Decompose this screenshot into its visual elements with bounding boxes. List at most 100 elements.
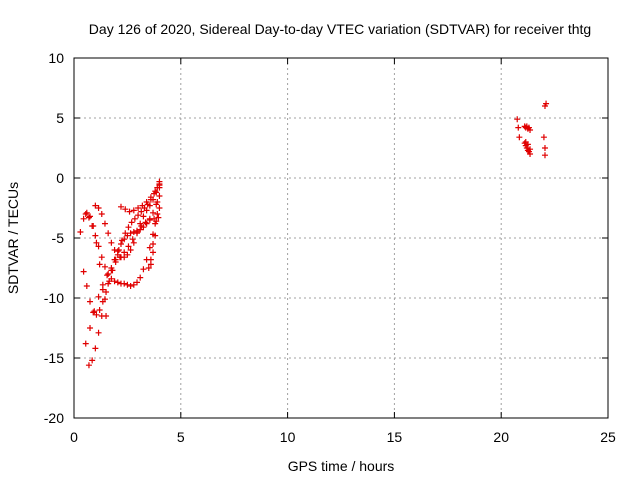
- data-point: [103, 313, 110, 319]
- data-point: [87, 298, 94, 305]
- series-late-a: [514, 100, 550, 141]
- data-point: [114, 248, 121, 255]
- series-track-d: [82, 214, 162, 347]
- data-point: [98, 211, 105, 217]
- data-point: [87, 213, 94, 220]
- data-points: [77, 100, 550, 369]
- axis-ticks: 0 5 10 15 20 25 -20 -15 -10 -5 0 5 10: [44, 50, 616, 445]
- data-point: [524, 141, 531, 148]
- data-point: [95, 205, 102, 211]
- data-point: [156, 193, 163, 199]
- data-point: [154, 199, 161, 205]
- data-point: [111, 256, 118, 263]
- data-point: [125, 243, 132, 250]
- data-point: [96, 307, 103, 313]
- data-point: [155, 214, 162, 221]
- data-point: [541, 152, 548, 159]
- data-point: [87, 325, 94, 331]
- series-track-h: [145, 184, 163, 271]
- plot-frame: [73, 57, 609, 419]
- y-tick-label: -5: [52, 230, 65, 246]
- data-point: [156, 184, 163, 191]
- data-point: [80, 215, 87, 222]
- data-point: [124, 251, 131, 258]
- data-point: [82, 211, 89, 217]
- data-point: [140, 213, 147, 220]
- data-point: [527, 127, 534, 133]
- data-point: [89, 357, 96, 364]
- data-point: [92, 345, 99, 352]
- data-point: [130, 207, 137, 214]
- data-point: [150, 249, 157, 256]
- data-point: [152, 220, 159, 227]
- data-point: [138, 208, 145, 215]
- data-point: [124, 281, 131, 288]
- data-point: [101, 220, 108, 227]
- series-track-f: [77, 209, 110, 319]
- data-point: [92, 202, 99, 209]
- data-point: [85, 362, 92, 369]
- data-point: [117, 241, 124, 247]
- data-point: [95, 243, 102, 250]
- data-point: [128, 219, 135, 226]
- data-point: [150, 241, 157, 247]
- data-point: [108, 239, 115, 246]
- data-point: [527, 146, 534, 153]
- y-tick-label: -10: [44, 290, 64, 306]
- data-point: [143, 220, 150, 227]
- grid: [74, 58, 608, 418]
- y-tick-label: -15: [44, 350, 64, 366]
- data-point: [92, 232, 99, 239]
- x-tick-label: 10: [280, 429, 296, 445]
- data-point: [125, 224, 132, 231]
- data-point: [127, 230, 134, 237]
- data-point: [515, 124, 522, 131]
- data-point: [105, 271, 112, 277]
- data-point: [111, 278, 118, 285]
- data-point: [117, 203, 124, 210]
- data-point: [101, 296, 108, 303]
- data-point: [103, 289, 110, 295]
- data-point: [131, 215, 138, 222]
- data-point: [124, 232, 131, 239]
- data-point: [150, 209, 157, 216]
- data-point: [121, 249, 128, 256]
- data-point: [134, 279, 141, 286]
- data-point: [541, 145, 548, 151]
- data-point: [114, 279, 121, 286]
- data-point: [127, 283, 134, 289]
- data-point: [80, 268, 87, 275]
- series-late-b: [521, 134, 548, 159]
- data-point: [105, 230, 112, 237]
- y-tick-label: 10: [48, 50, 64, 66]
- data-point: [126, 208, 133, 215]
- data-point: [130, 281, 137, 288]
- data-point: [142, 219, 149, 226]
- chart-title: Day 126 of 2020, Sidereal Day-to-day VTE…: [89, 21, 591, 37]
- data-point: [98, 254, 105, 261]
- data-point: [137, 226, 144, 233]
- data-point: [85, 214, 92, 221]
- y-tick-label: 0: [56, 170, 64, 186]
- data-point: [90, 309, 97, 316]
- data-point: [121, 236, 128, 243]
- data-point: [129, 236, 136, 243]
- data-point: [77, 229, 84, 235]
- x-tick-label: 15: [387, 429, 403, 445]
- series-track-a: [82, 205, 163, 289]
- data-point: [514, 116, 521, 123]
- data-point: [543, 100, 550, 107]
- x-tick-label: 5: [177, 429, 185, 445]
- data-point: [83, 283, 90, 289]
- data-point: [130, 239, 137, 246]
- data-point: [135, 205, 142, 211]
- data-point: [146, 215, 153, 222]
- x-tick-label: 0: [70, 429, 78, 445]
- data-point: [90, 223, 97, 229]
- data-point: [139, 202, 146, 209]
- data-point: [145, 265, 152, 271]
- x-axis-label: GPS time / hours: [288, 458, 395, 474]
- x-tick-label: 25: [600, 429, 616, 445]
- y-axis-label: SDTVAR / TECUs: [5, 182, 21, 294]
